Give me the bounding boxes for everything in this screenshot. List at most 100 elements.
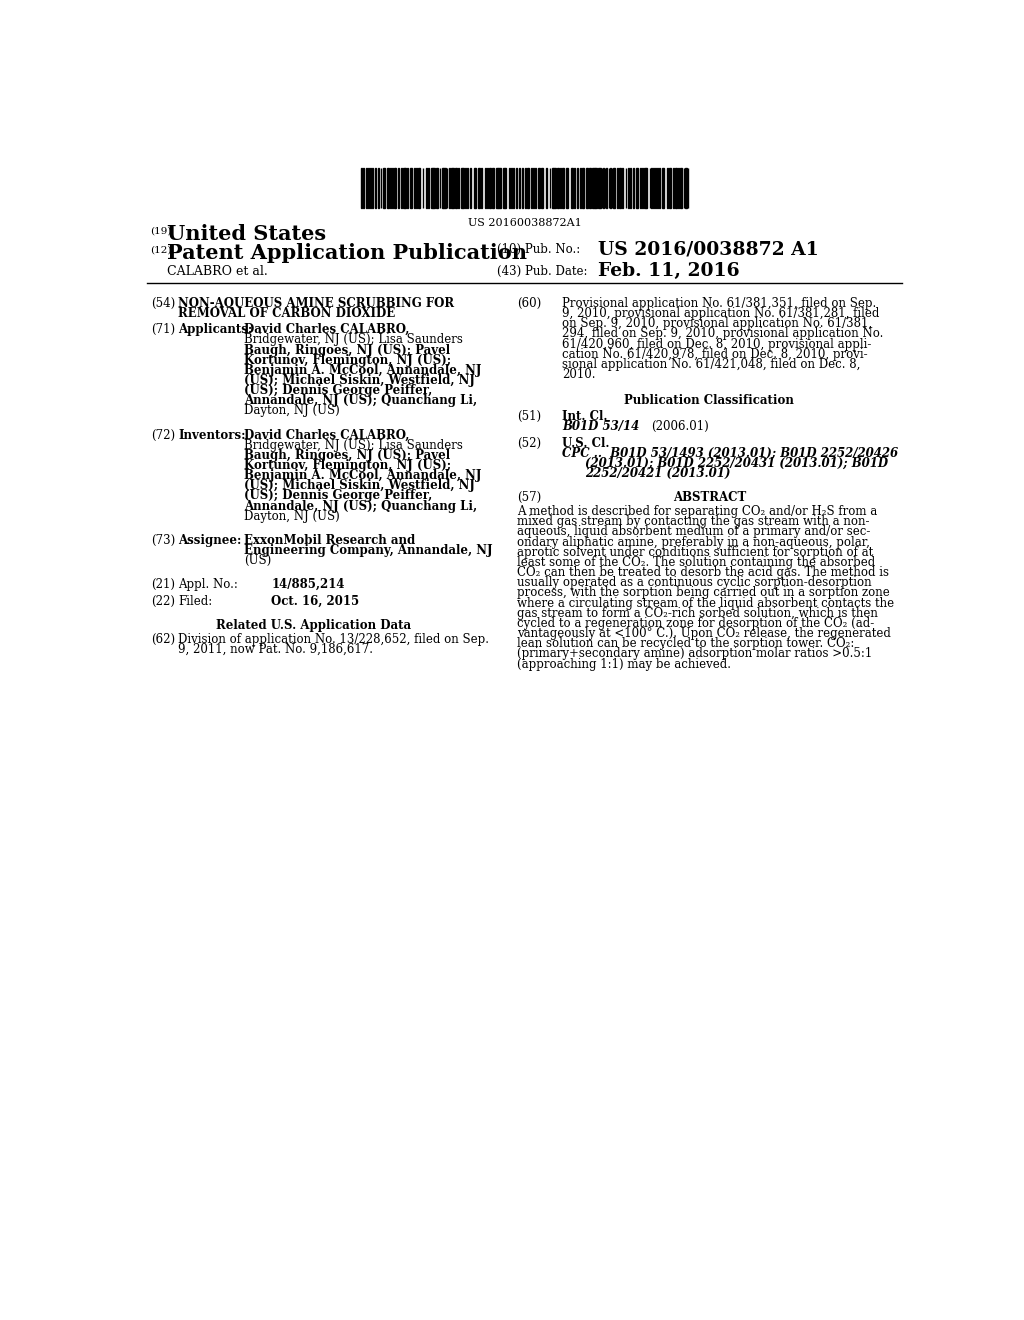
Text: (10) Pub. No.:: (10) Pub. No.:: [497, 243, 581, 256]
Text: 14/885,214: 14/885,214: [271, 578, 345, 591]
Bar: [467, 168, 468, 207]
Text: B01D 53/14: B01D 53/14: [562, 420, 639, 433]
Bar: [618, 168, 621, 207]
Bar: [589, 168, 592, 207]
Bar: [586, 168, 589, 207]
Text: sional application No. 61/421,048, filed on Dec. 8,: sional application No. 61/421,048, filed…: [562, 358, 860, 371]
Bar: [560, 168, 561, 207]
Bar: [583, 168, 585, 207]
Text: (57): (57): [517, 491, 542, 504]
Bar: [521, 168, 523, 207]
Text: (US); Michael Siskin, Westfield, NJ: (US); Michael Siskin, Westfield, NJ: [245, 374, 475, 387]
Bar: [484, 168, 486, 207]
Text: (2013.01); B01D 2252/20431 (2013.01); B01D: (2013.01); B01D 2252/20431 (2013.01); B0…: [586, 457, 889, 470]
Text: (primary+secondary amine) adsorption molar ratios >0.5:1: (primary+secondary amine) adsorption mol…: [517, 647, 872, 660]
Text: Assignee:: Assignee:: [178, 533, 242, 546]
Text: (52): (52): [517, 437, 541, 450]
Bar: [628, 168, 630, 207]
Text: on Sep. 9, 2010, provisional application No. 61/381,: on Sep. 9, 2010, provisional application…: [562, 317, 872, 330]
Text: REMOVAL OF CARBON DIOXIDE: REMOVAL OF CARBON DIOXIDE: [178, 308, 395, 321]
Text: (US); Michael Siskin, Westfield, NJ: (US); Michael Siskin, Westfield, NJ: [245, 479, 475, 492]
Bar: [546, 168, 547, 207]
Text: cycled to a regeneration zone for desorption of the CO₂ (ad-: cycled to a regeneration zone for desorp…: [517, 616, 874, 630]
Bar: [503, 168, 505, 207]
Text: Int. Cl.: Int. Cl.: [562, 411, 607, 422]
Bar: [669, 168, 672, 207]
Bar: [496, 168, 498, 207]
Text: (US): (US): [245, 554, 271, 568]
Text: (51): (51): [517, 411, 541, 422]
Bar: [455, 168, 457, 207]
Bar: [428, 168, 429, 207]
Text: least some of the CO₂. The solution containing the absorbed: least some of the CO₂. The solution cont…: [517, 556, 876, 569]
Text: David Charles CALABRO,: David Charles CALABRO,: [245, 323, 410, 337]
Text: Inventors:: Inventors:: [178, 429, 246, 441]
Bar: [577, 168, 579, 207]
Text: 294, filed on Sep. 9, 2010, provisional application No.: 294, filed on Sep. 9, 2010, provisional …: [562, 327, 884, 341]
Bar: [598, 168, 601, 207]
Text: Bridgewater, NJ (US); Lisa Saunders: Bridgewater, NJ (US); Lisa Saunders: [245, 438, 463, 451]
Text: (60): (60): [517, 297, 542, 310]
Bar: [470, 168, 471, 207]
Text: Related U.S. Application Data: Related U.S. Application Data: [216, 619, 412, 631]
Text: aqueous, liquid absorbent medium of a primary and/or sec-: aqueous, liquid absorbent medium of a pr…: [517, 525, 870, 539]
Text: (US); Dennis George Peiffer,: (US); Dennis George Peiffer,: [245, 490, 432, 503]
Text: Publication Classification: Publication Classification: [625, 393, 795, 407]
Bar: [644, 168, 646, 207]
Text: usually operated as a continuous cyclic sorption-desorption: usually operated as a continuous cyclic …: [517, 577, 871, 589]
Text: Division of application No. 13/228,652, filed on Sep.: Division of application No. 13/228,652, …: [178, 632, 489, 645]
Bar: [524, 168, 526, 207]
Text: Applicants:: Applicants:: [178, 323, 253, 337]
Bar: [461, 168, 464, 207]
Text: Oct. 16, 2015: Oct. 16, 2015: [271, 594, 359, 607]
Text: 9, 2010, provisional application No. 61/381,281, filed: 9, 2010, provisional application No. 61/…: [562, 308, 880, 321]
Text: 2010.: 2010.: [562, 368, 596, 381]
Bar: [360, 168, 362, 207]
Text: (73): (73): [152, 533, 175, 546]
Bar: [685, 168, 687, 207]
Bar: [426, 168, 427, 207]
Text: 9, 2011, now Pat. No. 9,186,617.: 9, 2011, now Pat. No. 9,186,617.: [178, 643, 374, 656]
Bar: [662, 168, 665, 207]
Bar: [478, 168, 480, 207]
Bar: [673, 168, 675, 207]
Text: Engineering Company, Annandale, NJ: Engineering Company, Annandale, NJ: [245, 544, 493, 557]
Text: Appl. No.:: Appl. No.:: [178, 578, 239, 591]
Bar: [452, 168, 454, 207]
Bar: [416, 168, 417, 207]
Text: Benjamin A. McCool, Annandale, NJ: Benjamin A. McCool, Annandale, NJ: [245, 469, 481, 482]
Bar: [566, 168, 568, 207]
Text: CO₂ can then be treated to desorb the acid gas. The method is: CO₂ can then be treated to desorb the ac…: [517, 566, 889, 579]
Bar: [667, 168, 669, 207]
Bar: [387, 168, 389, 207]
Bar: [443, 168, 445, 207]
Bar: [366, 168, 368, 207]
Bar: [410, 168, 412, 207]
Text: (43) Pub. Date:: (43) Pub. Date:: [497, 264, 588, 277]
Bar: [554, 168, 556, 207]
Bar: [532, 168, 535, 207]
Text: US 20160038872A1: US 20160038872A1: [468, 218, 582, 228]
Text: CALABRO et al.: CALABRO et al.: [167, 264, 267, 277]
Text: 61/420,960, filed on Dec. 8, 2010, provisional appli-: 61/420,960, filed on Dec. 8, 2010, provi…: [562, 338, 871, 351]
Bar: [499, 168, 501, 207]
Text: cation No. 61/420,978, filed on Dec. 8, 2010, provi-: cation No. 61/420,978, filed on Dec. 8, …: [562, 348, 867, 360]
Text: Dayton, NJ (US): Dayton, NJ (US): [245, 404, 340, 417]
Text: U.S. Cl.: U.S. Cl.: [562, 437, 609, 450]
Text: Bridgewater, NJ (US); Lisa Saunders: Bridgewater, NJ (US); Lisa Saunders: [245, 334, 463, 346]
Text: (71): (71): [152, 323, 175, 337]
Bar: [640, 168, 641, 207]
Bar: [436, 168, 438, 207]
Bar: [527, 168, 529, 207]
Text: gas stream to form a CO₂-rich sorbed solution, which is then: gas stream to form a CO₂-rich sorbed sol…: [517, 607, 878, 619]
Text: Kortunov, Flemington, NJ (US);: Kortunov, Flemington, NJ (US);: [245, 354, 452, 367]
Text: NON-AQUEOUS AMINE SCRUBBING FOR: NON-AQUEOUS AMINE SCRUBBING FOR: [178, 297, 455, 310]
Text: Filed:: Filed:: [178, 594, 213, 607]
Text: (22): (22): [152, 594, 175, 607]
Text: (21): (21): [152, 578, 175, 591]
Text: CPC ..  B01D 53/1493 (2013.01); B01D 2252/20426: CPC .. B01D 53/1493 (2013.01); B01D 2252…: [562, 446, 898, 459]
Bar: [613, 168, 615, 207]
Text: (54): (54): [152, 297, 175, 310]
Bar: [580, 168, 582, 207]
Bar: [562, 168, 563, 207]
